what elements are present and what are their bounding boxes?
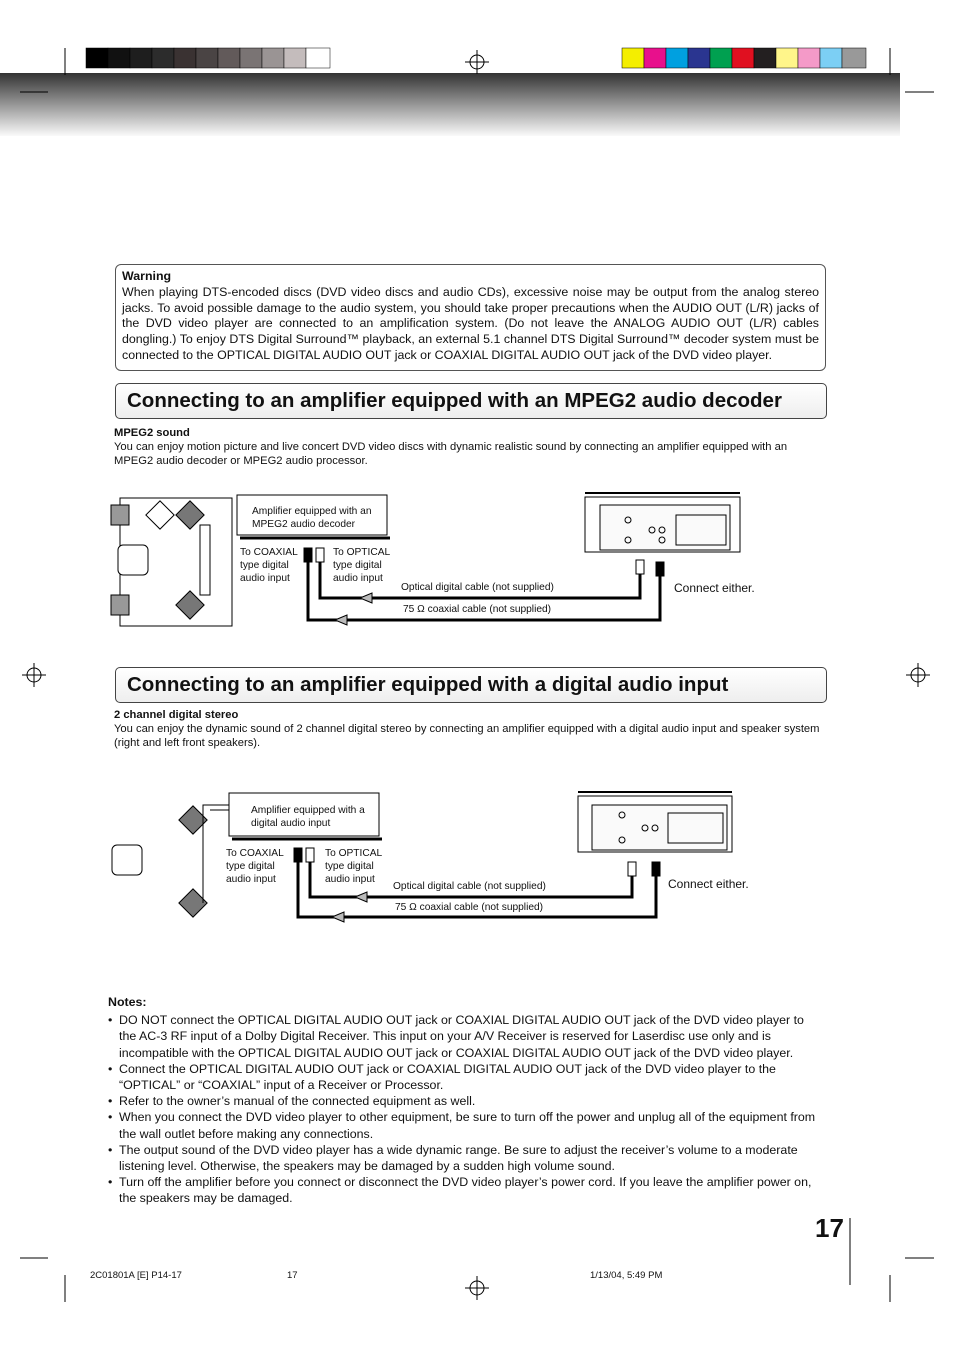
section-intro: MPEG2 sound You can enjoy motion picture… <box>114 426 826 468</box>
section-heading: Connecting to an amplifier equipped with… <box>115 667 827 703</box>
diagram-label: To OPTICAL type digital audio input <box>333 547 390 584</box>
note-item: Connect the OPTICAL DIGITAL AUDIO OUT ja… <box>108 1061 820 1093</box>
diagram-label: 75 Ω coaxial cable (not supplied) <box>395 902 544 913</box>
diagram-label: To OPTICAL type digital audio input <box>325 848 382 885</box>
footer-file: 2C01801A [E] P14-17 <box>90 1270 182 1281</box>
diagram-label: Amplifier equipped with an MPEG2 audio d… <box>252 506 372 530</box>
notes: Notes: DO NOT connect the OPTICAL DIGITA… <box>108 994 820 1207</box>
note-item: The output sound of the DVD video player… <box>108 1142 820 1174</box>
diagram-label: 75 Ω coaxial cable (not supplied) <box>403 604 552 615</box>
note-item: Refer to the owner’s manual of the conne… <box>108 1093 820 1109</box>
note-item: When you connect the DVD video player to… <box>108 1109 820 1141</box>
body-text: You can enjoy motion picture and live co… <box>114 441 788 467</box>
diagram-label: Connect either. <box>668 877 749 891</box>
diagram-label: To COAXIAL type digital audio input <box>226 848 284 885</box>
warning-text: When playing DTS-encoded discs (DVD vide… <box>122 284 819 362</box>
diagram-label: Optical digital cable (not supplied) <box>401 582 554 593</box>
page-number: 17 <box>815 1213 844 1243</box>
diagram-label: Connect either. <box>674 581 755 595</box>
note-item: DO NOT connect the OPTICAL DIGITAL AUDIO… <box>108 1012 820 1061</box>
section-intro: 2 channel digital stereo You can enjoy t… <box>114 708 826 750</box>
diagram-label: Amplifier equipped with a digital audio … <box>251 805 365 829</box>
notes-list: DO NOT connect the OPTICAL DIGITAL AUDIO… <box>108 1012 820 1206</box>
note-item: Turn off the amplifier before you connec… <box>108 1174 820 1206</box>
footer-page: 17 <box>287 1270 298 1281</box>
subheading: 2 channel digital stereo <box>114 709 239 721</box>
diagram-label: To COAXIAL type digital audio input <box>240 547 298 584</box>
subheading: MPEG2 sound <box>114 427 190 439</box>
warning-title: Warning <box>122 269 172 283</box>
section-heading: Connecting to an amplifier equipped with… <box>115 383 827 419</box>
footer-date: 1/13/04, 5:49 PM <box>590 1270 663 1281</box>
notes-title: Notes: <box>108 995 147 1009</box>
diagram-label: Optical digital cable (not supplied) <box>393 881 546 892</box>
body-text: You can enjoy the dynamic sound of 2 cha… <box>114 723 820 749</box>
warning-box: Warning When playing DTS-encoded discs (… <box>115 264 826 371</box>
